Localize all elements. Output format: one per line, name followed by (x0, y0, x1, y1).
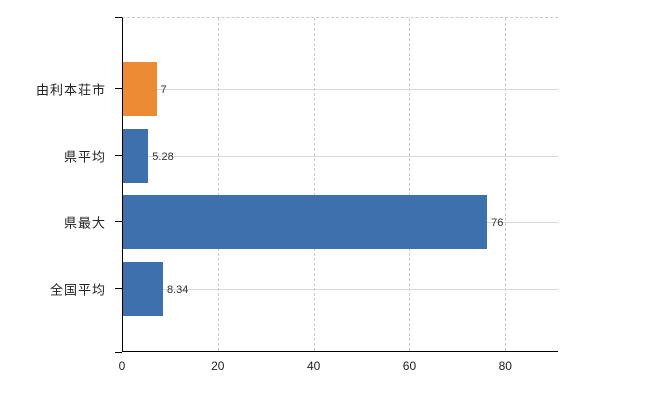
gridline-vertical (409, 18, 411, 351)
x-tick-label: 80 (498, 359, 512, 373)
x-tick-label: 0 (118, 359, 126, 373)
category-label: 県最大 (63, 215, 106, 231)
bar-value-label: 7 (160, 84, 167, 96)
bar (123, 261, 163, 316)
bar-value-label: 5.28 (152, 150, 174, 163)
bar (123, 128, 149, 183)
x-tick-label: 20 (211, 359, 225, 373)
y-axis-end-tick (115, 17, 122, 18)
bar (123, 195, 488, 249)
bar-value-label: 76 (491, 217, 504, 229)
bar-value-label: 8.34 (166, 283, 189, 296)
y-axis-end-tick (115, 352, 122, 353)
y-tick (115, 221, 122, 222)
y-tick (115, 88, 122, 89)
x-tick-label: 40 (306, 359, 321, 373)
category-label: 由利本荘市 (35, 82, 106, 98)
y-tick (115, 287, 122, 289)
gridline-vertical (505, 18, 507, 351)
plot-area: 7 5.28 76 8.34 (122, 17, 558, 352)
category-label: 全国平均 (49, 282, 106, 297)
gridline-vertical (313, 18, 315, 351)
category-label: 県平均 (63, 149, 106, 164)
gridline-horizontal (123, 155, 558, 157)
y-tick (115, 154, 122, 156)
gridline-horizontal (123, 288, 558, 290)
gridline-horizontal (123, 89, 558, 90)
bar (123, 62, 157, 116)
x-tick-label: 60 (402, 359, 417, 373)
gridline-vertical (217, 18, 219, 351)
